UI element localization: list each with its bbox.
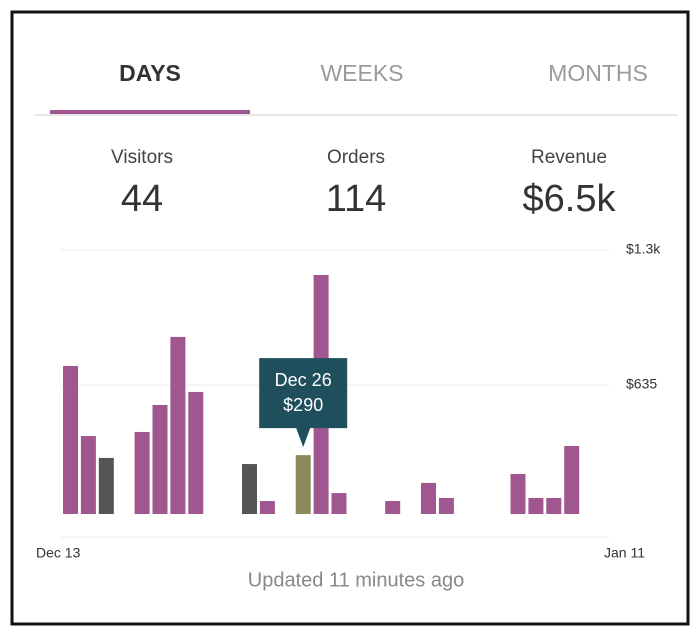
tab[interactable]: MONTHS bbox=[548, 60, 648, 86]
bar[interactable] bbox=[331, 493, 347, 514]
tab[interactable]: DAYS bbox=[119, 60, 181, 86]
stat-value: 44 bbox=[121, 178, 163, 220]
y-tick-label: $635 bbox=[626, 376, 657, 392]
bar[interactable] bbox=[421, 482, 436, 514]
bar[interactable] bbox=[80, 436, 96, 514]
bar[interactable] bbox=[242, 464, 257, 514]
bar[interactable] bbox=[295, 455, 311, 514]
tab[interactable]: WEEKS bbox=[320, 60, 403, 86]
bar[interactable] bbox=[385, 501, 401, 514]
bar[interactable] bbox=[98, 457, 114, 514]
bar[interactable] bbox=[546, 497, 562, 514]
frame bbox=[10, 10, 690, 626]
stat-value: 114 bbox=[326, 178, 387, 220]
x-tick-label: Jan 11 bbox=[604, 545, 645, 561]
tab-indicator bbox=[50, 110, 250, 114]
bar[interactable] bbox=[188, 391, 204, 514]
tooltip-value: $290 bbox=[283, 395, 323, 415]
bar[interactable] bbox=[63, 365, 78, 514]
stat-label: Revenue bbox=[531, 147, 607, 168]
bar[interactable] bbox=[564, 445, 580, 514]
footer: Updated 11 minutes ago bbox=[248, 569, 464, 591]
bar[interactable] bbox=[152, 404, 168, 514]
stat-label: Orders bbox=[327, 147, 385, 168]
tooltip-box bbox=[259, 358, 348, 448]
bar[interactable] bbox=[438, 497, 454, 514]
bar[interactable] bbox=[259, 501, 275, 514]
bar[interactable] bbox=[528, 497, 544, 514]
stat-label: Visitors bbox=[111, 147, 173, 168]
bar[interactable] bbox=[134, 431, 150, 514]
y-tick-label: $1.3k bbox=[626, 241, 661, 257]
tooltip-label: Dec 26 bbox=[275, 370, 332, 390]
bar[interactable] bbox=[510, 473, 526, 514]
bar[interactable] bbox=[170, 336, 186, 514]
stat-value: $6.5k bbox=[523, 178, 617, 220]
x-tick-label: Dec 13 bbox=[36, 545, 81, 561]
